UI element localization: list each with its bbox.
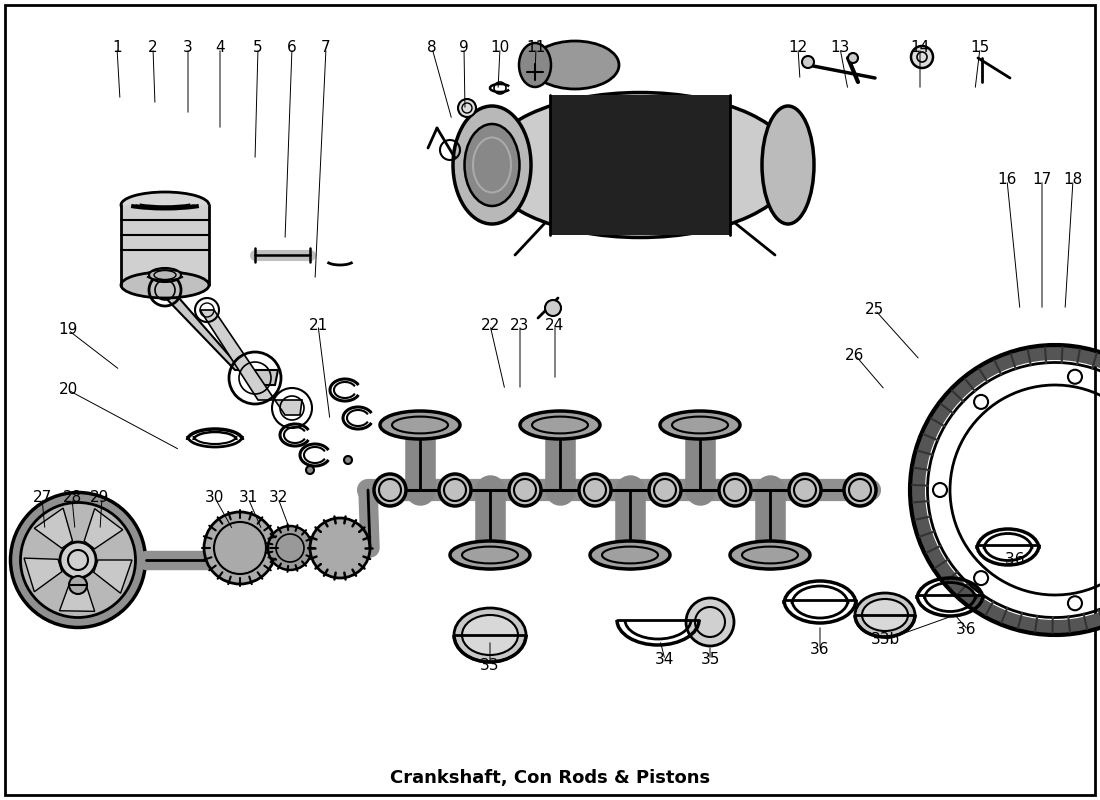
Text: 33: 33: [481, 658, 499, 673]
Circle shape: [306, 466, 313, 474]
Ellipse shape: [462, 615, 518, 655]
Text: 16: 16: [998, 173, 1016, 187]
Ellipse shape: [509, 474, 541, 506]
Circle shape: [911, 46, 933, 68]
Text: 4: 4: [216, 41, 224, 55]
Text: 22: 22: [481, 318, 499, 333]
Ellipse shape: [454, 608, 526, 662]
Circle shape: [344, 456, 352, 464]
Text: 28: 28: [63, 490, 81, 506]
Ellipse shape: [485, 93, 795, 238]
Text: 7: 7: [321, 41, 331, 55]
Ellipse shape: [719, 474, 751, 506]
Text: 32: 32: [268, 490, 288, 506]
Ellipse shape: [121, 192, 209, 218]
Text: 29: 29: [90, 490, 110, 506]
Ellipse shape: [590, 541, 670, 569]
Circle shape: [686, 598, 734, 646]
Text: 17: 17: [1033, 173, 1052, 187]
Ellipse shape: [11, 493, 145, 627]
Polygon shape: [200, 310, 302, 415]
Text: 2: 2: [148, 41, 157, 55]
Polygon shape: [24, 558, 62, 592]
Text: 3: 3: [183, 41, 192, 55]
Text: 23: 23: [510, 318, 530, 333]
Text: 6: 6: [287, 41, 297, 55]
Polygon shape: [85, 509, 123, 549]
Ellipse shape: [21, 502, 135, 618]
Ellipse shape: [855, 593, 915, 637]
Circle shape: [544, 300, 561, 316]
Polygon shape: [34, 508, 73, 548]
Ellipse shape: [121, 272, 209, 298]
Ellipse shape: [579, 474, 610, 506]
Ellipse shape: [762, 106, 814, 224]
Circle shape: [458, 99, 476, 117]
Polygon shape: [59, 578, 95, 611]
Text: 36: 36: [811, 642, 829, 658]
Circle shape: [802, 56, 814, 68]
Text: 34: 34: [656, 653, 674, 667]
Text: 36: 36: [1005, 553, 1035, 567]
Circle shape: [310, 518, 370, 578]
Circle shape: [848, 53, 858, 63]
Text: 26: 26: [845, 347, 865, 362]
Ellipse shape: [453, 106, 531, 224]
Text: 27: 27: [32, 490, 52, 506]
Text: 31: 31: [239, 490, 257, 506]
Text: 30: 30: [206, 490, 224, 506]
Text: 36: 36: [956, 622, 980, 638]
Ellipse shape: [660, 411, 740, 439]
Polygon shape: [158, 290, 278, 385]
Text: 20: 20: [58, 382, 78, 398]
Ellipse shape: [531, 41, 619, 89]
Ellipse shape: [844, 474, 876, 506]
Text: 10: 10: [491, 41, 509, 55]
Text: 14: 14: [911, 41, 930, 55]
Ellipse shape: [789, 474, 821, 506]
Circle shape: [204, 512, 276, 584]
Text: 5: 5: [253, 41, 263, 55]
Wedge shape: [910, 345, 1100, 635]
Text: 9: 9: [459, 41, 469, 55]
Ellipse shape: [519, 43, 551, 87]
Text: 21: 21: [308, 318, 328, 333]
Ellipse shape: [649, 474, 681, 506]
Text: 13: 13: [830, 41, 849, 55]
Ellipse shape: [148, 268, 182, 282]
Circle shape: [527, 64, 543, 80]
Text: 35: 35: [701, 653, 719, 667]
Text: 12: 12: [789, 41, 807, 55]
Bar: [121, 205, 209, 285]
Ellipse shape: [464, 124, 519, 206]
Text: 1: 1: [112, 41, 122, 55]
Text: 11: 11: [527, 41, 546, 55]
Circle shape: [69, 576, 87, 594]
Bar: [550, 95, 730, 235]
Text: 18: 18: [1064, 173, 1082, 187]
Ellipse shape: [374, 474, 406, 506]
Text: 8: 8: [427, 41, 437, 55]
Ellipse shape: [379, 411, 460, 439]
Text: 24: 24: [546, 318, 564, 333]
Ellipse shape: [862, 599, 907, 631]
Text: 25: 25: [866, 302, 884, 318]
Text: 19: 19: [58, 322, 78, 338]
Circle shape: [60, 542, 96, 578]
Circle shape: [268, 526, 312, 570]
Text: 33b: 33b: [870, 633, 900, 647]
Polygon shape: [94, 560, 132, 594]
Ellipse shape: [730, 541, 810, 569]
Text: Crankshaft, Con Rods & Pistons: Crankshaft, Con Rods & Pistons: [389, 769, 711, 787]
Text: 15: 15: [970, 41, 990, 55]
Ellipse shape: [450, 541, 530, 569]
Ellipse shape: [439, 474, 471, 506]
Ellipse shape: [520, 411, 600, 439]
